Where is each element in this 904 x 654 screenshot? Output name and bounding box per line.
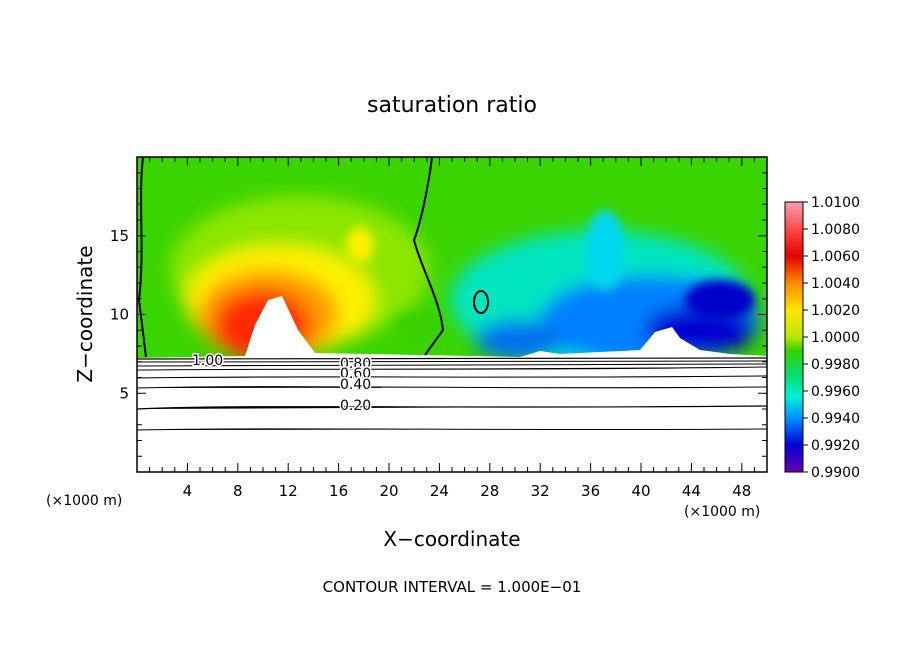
colorbar-label: 1.0100 bbox=[811, 195, 860, 211]
field-image bbox=[137, 157, 767, 472]
x-unit-label: (×1000 m) bbox=[684, 504, 760, 520]
y-tick-label: 5 bbox=[119, 384, 129, 402]
x-tick-label: 36 bbox=[581, 482, 600, 500]
colorbar-label: 1.0060 bbox=[811, 249, 860, 265]
x-tick-label: 28 bbox=[480, 482, 499, 500]
y-axis-label: Z−coordinate bbox=[73, 245, 97, 382]
x-tick-label: 32 bbox=[531, 482, 550, 500]
colorbar-label: 0.9980 bbox=[811, 357, 860, 373]
colorbar-label: 0.9920 bbox=[811, 438, 860, 454]
colorbar-label: 1.0000 bbox=[811, 330, 860, 346]
x-tick-label: 8 bbox=[233, 482, 243, 500]
y-tick-label: 15 bbox=[110, 227, 129, 245]
x-tick-label: 44 bbox=[682, 482, 701, 500]
colorbar-label: 1.0080 bbox=[811, 222, 860, 238]
x-tick-label: 12 bbox=[279, 482, 298, 500]
x-tick-label: 16 bbox=[329, 482, 348, 500]
colorbar-ticks: 1.0100 1.0080 1.0060 1.0040 1.0020 1.0000 0.99… bbox=[803, 195, 860, 481]
contour-interval-note: CONTOUR INTERVAL = 1.000E−01 bbox=[323, 578, 582, 596]
contour-label: 0.40 bbox=[340, 377, 371, 393]
contour-label: 1.00 bbox=[192, 353, 223, 369]
contour-labels: 1.00 0.80 0.60 0.40 0.20 bbox=[191, 352, 373, 416]
colorbar bbox=[784, 201, 804, 473]
colorbar-label: 1.0020 bbox=[811, 303, 860, 319]
x-tick-label: 20 bbox=[379, 482, 398, 500]
x-axis-label: X−coordinate bbox=[383, 527, 520, 551]
x-axis: 4 8 12 16 20 24 28 32 36 40 44 48 bbox=[149, 157, 755, 500]
contour-label: 0.60 bbox=[340, 366, 371, 382]
chart-title: saturation ratio bbox=[367, 93, 537, 118]
z-unit-label: (×1000 m) bbox=[46, 493, 122, 509]
y-axis: 5 10 15 bbox=[110, 172, 767, 457]
contour-label: 0.20 bbox=[340, 398, 371, 414]
colorbar-label: 0.9900 bbox=[811, 465, 860, 481]
colorbar-label: 0.9940 bbox=[811, 411, 860, 427]
x-tick-label: 40 bbox=[631, 482, 650, 500]
colorbar-label: 0.9960 bbox=[811, 384, 860, 400]
y-tick-label: 10 bbox=[110, 306, 129, 324]
x-tick-label: 24 bbox=[430, 482, 449, 500]
x-tick-label: 48 bbox=[732, 482, 751, 500]
x-tick-label: 4 bbox=[183, 482, 193, 500]
colorbar-label: 1.0040 bbox=[811, 276, 860, 292]
contour-label: 0.80 bbox=[340, 356, 371, 372]
